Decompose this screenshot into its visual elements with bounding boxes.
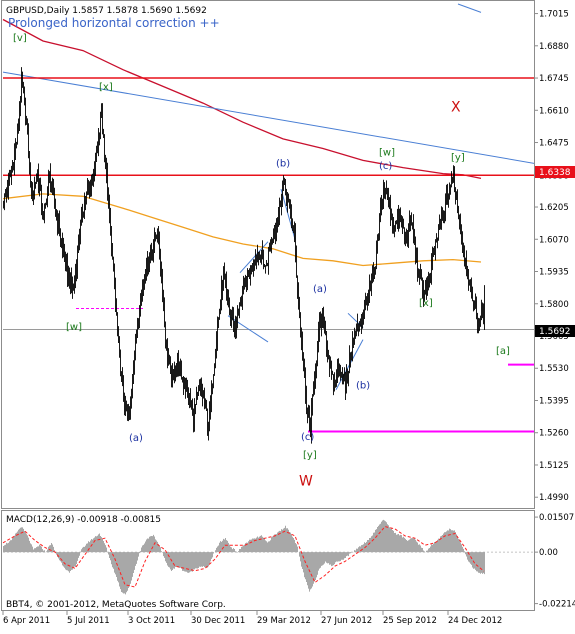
y-tick-label: 1.6610 xyxy=(539,106,569,116)
current-price-box xyxy=(535,325,575,337)
moving-average-mid xyxy=(2,193,482,267)
y-tick-label: 1.5395 xyxy=(539,396,569,406)
chart-subtitle: Prolonged horizontal correction ++ xyxy=(8,16,220,30)
y-tick-label: 1.6475 xyxy=(539,139,569,149)
wave-label: [w] xyxy=(66,322,82,333)
symbol-header: GBPUSD,Daily 1.5857 1.5878 1.5690 1.5692 xyxy=(6,6,207,16)
wave-label: (b) xyxy=(276,158,290,169)
macd-title: MACD(12,26,9) -0.00918 -0.00815 xyxy=(6,515,161,525)
wave-label: [v] xyxy=(13,33,27,44)
macd-signal-line xyxy=(2,526,485,588)
highlight-price-label: 1.6338 xyxy=(539,168,571,178)
y-tick-label: 1.6070 xyxy=(539,235,569,245)
current-price-label: 1.5692 xyxy=(539,327,571,337)
x-tick-label: 5 Jul 2011 xyxy=(67,616,110,626)
channel-line xyxy=(239,241,269,274)
y-tick-label: 1.5935 xyxy=(539,268,569,278)
wave-label: (a) xyxy=(129,433,143,444)
wave-label: [a] xyxy=(496,346,510,357)
moving-average-long xyxy=(2,18,482,180)
x-tick-label: 6 Apr 2011 xyxy=(3,616,50,626)
y-tick-label: 1.7015 xyxy=(539,10,569,20)
x-tick-label: 30 Dec 2011 xyxy=(191,616,245,626)
wave-label: [y] xyxy=(303,450,317,461)
y-tick-label: 1.4990 xyxy=(539,493,569,503)
macd-tick-label: -0.02214 xyxy=(539,600,575,610)
y-tick-label: 1.5125 xyxy=(539,461,569,471)
wave-label: [y] xyxy=(451,152,465,163)
price-panel-frame xyxy=(1,0,535,509)
x-tick-label: 29 Mar 2012 xyxy=(257,616,311,626)
wave-label: [w] xyxy=(379,148,395,159)
macd-tick-label: 0.01507 xyxy=(539,513,574,523)
y-tick-label: 1.6745 xyxy=(539,74,569,84)
wave-label: (c) xyxy=(301,432,314,443)
y-tick-label: 1.5800 xyxy=(539,300,569,310)
y-tick-label: 1.6205 xyxy=(539,203,569,213)
x-tick-label: 27 Jun 2012 xyxy=(321,616,372,626)
copyright-text: BBT4, © 2001-2012, MetaQuotes Software C… xyxy=(6,600,226,610)
wave-label: [x] xyxy=(99,82,113,93)
trend-line xyxy=(2,71,534,164)
x-tick-label: 3 Oct 2011 xyxy=(128,616,175,626)
wave-label: [x] xyxy=(419,298,433,309)
x-tick-label: 25 Sep 2012 xyxy=(383,616,437,626)
y-tick-label: 1.5530 xyxy=(539,364,569,374)
wave-label: (c) xyxy=(379,161,392,172)
channel-line xyxy=(227,315,269,343)
wave-label: (a) xyxy=(313,284,327,295)
x-tick-label: 24 Dec 2012 xyxy=(448,616,502,626)
trend-line xyxy=(457,3,482,13)
y-tick-label: 1.5260 xyxy=(539,429,569,439)
wave-degree-label: W xyxy=(299,473,313,489)
wave-label: (b) xyxy=(356,381,370,392)
highlight-price-box xyxy=(535,166,575,178)
macd-panel-frame xyxy=(1,510,535,611)
y-tick-label: 1.6880 xyxy=(539,42,569,52)
wave-degree-label: X xyxy=(451,99,461,115)
macd-tick-label: 0.00 xyxy=(539,548,558,558)
